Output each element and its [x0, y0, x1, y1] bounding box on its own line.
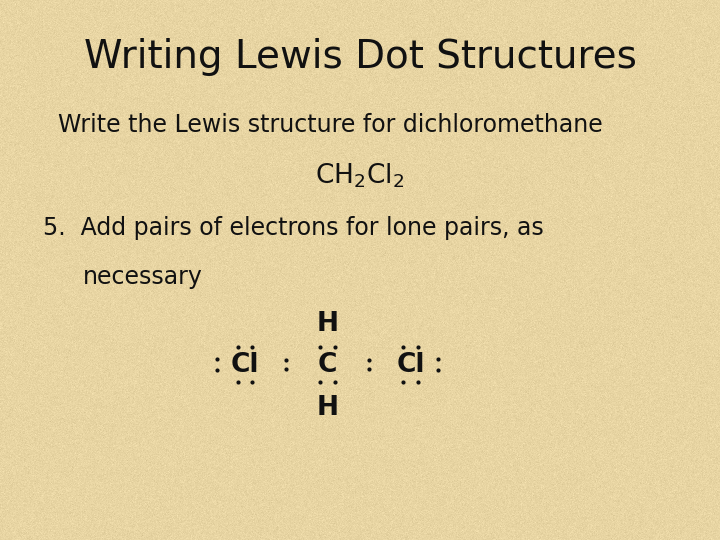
Text: H: H — [317, 395, 338, 421]
Text: Write the Lewis structure for dichloromethane: Write the Lewis structure for dichlorome… — [58, 113, 603, 137]
Text: C: C — [318, 352, 337, 377]
Text: CH$_2$Cl$_2$: CH$_2$Cl$_2$ — [315, 162, 405, 191]
Text: Cl: Cl — [230, 352, 259, 377]
Text: 5.  Add pairs of electrons for lone pairs, as: 5. Add pairs of electrons for lone pairs… — [43, 216, 544, 240]
Text: Cl: Cl — [396, 352, 425, 377]
Text: necessary: necessary — [83, 265, 202, 288]
Text: H: H — [317, 311, 338, 337]
Text: Writing Lewis Dot Structures: Writing Lewis Dot Structures — [84, 38, 636, 76]
